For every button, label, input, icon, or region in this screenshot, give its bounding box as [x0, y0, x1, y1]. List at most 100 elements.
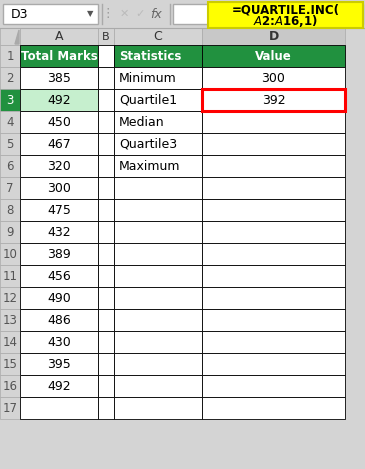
Bar: [98, 133, 114, 155]
Bar: [202, 265, 345, 287]
Bar: [98, 45, 114, 67]
Text: A: A: [55, 30, 63, 43]
Bar: [114, 45, 202, 67]
Text: 430: 430: [47, 335, 71, 348]
Bar: [20, 331, 98, 353]
Text: ⋮: ⋮: [102, 8, 114, 21]
Bar: [202, 111, 345, 133]
Bar: [0, 155, 20, 177]
Bar: [20, 89, 98, 111]
Text: Quartile3: Quartile3: [119, 137, 177, 151]
Text: 12: 12: [3, 292, 18, 304]
Bar: [20, 243, 98, 265]
Text: fx: fx: [150, 8, 162, 21]
Text: Maximum: Maximum: [119, 159, 181, 173]
Bar: [98, 155, 114, 177]
Bar: [202, 89, 345, 111]
Text: 456: 456: [47, 270, 71, 282]
Text: 486: 486: [47, 313, 71, 326]
Text: 492: 492: [47, 93, 71, 106]
Bar: [0, 199, 20, 221]
Bar: [98, 353, 114, 375]
Bar: [0, 45, 20, 67]
Bar: [202, 45, 345, 67]
Bar: [114, 375, 202, 397]
Bar: [114, 353, 202, 375]
Bar: [202, 133, 345, 155]
Text: ▼: ▼: [87, 9, 93, 18]
Bar: [114, 287, 202, 309]
Text: 7: 7: [6, 182, 14, 195]
Bar: [114, 309, 202, 331]
Bar: [20, 397, 98, 419]
Bar: [20, 287, 98, 309]
Text: Quartile1: Quartile1: [119, 93, 177, 106]
Bar: [20, 111, 98, 133]
Text: 395: 395: [47, 357, 71, 371]
Bar: [114, 221, 202, 243]
Text: C: C: [154, 30, 162, 43]
Bar: [0, 375, 20, 397]
Text: 10: 10: [3, 248, 18, 260]
Bar: [114, 265, 202, 287]
Bar: [98, 243, 114, 265]
Text: 475: 475: [47, 204, 71, 217]
Bar: [114, 243, 202, 265]
Bar: [114, 67, 202, 89]
Bar: [202, 331, 345, 353]
Bar: [98, 397, 114, 419]
Text: Value: Value: [255, 50, 292, 62]
Bar: [98, 111, 114, 133]
Bar: [20, 67, 98, 89]
Bar: [3, 4, 98, 24]
Bar: [20, 28, 98, 45]
Bar: [0, 28, 20, 45]
Text: D: D: [268, 30, 278, 43]
Bar: [98, 67, 114, 89]
Bar: [202, 375, 345, 397]
Text: D3: D3: [11, 8, 28, 21]
Bar: [98, 177, 114, 199]
Text: 6: 6: [6, 159, 14, 173]
Bar: [0, 331, 20, 353]
Bar: [114, 89, 202, 111]
Text: 16: 16: [3, 379, 18, 393]
Bar: [20, 155, 98, 177]
Text: 385: 385: [47, 71, 71, 84]
Bar: [20, 309, 98, 331]
Text: Median: Median: [119, 115, 165, 129]
Bar: [114, 177, 202, 199]
Bar: [0, 243, 20, 265]
Bar: [202, 155, 345, 177]
Text: 467: 467: [47, 137, 71, 151]
Bar: [20, 177, 98, 199]
Text: 300: 300: [262, 71, 285, 84]
Bar: [202, 353, 345, 375]
Bar: [114, 199, 202, 221]
Text: 17: 17: [3, 401, 18, 415]
Bar: [20, 221, 98, 243]
Text: 300: 300: [47, 182, 71, 195]
Text: 2: 2: [6, 71, 14, 84]
Bar: [202, 221, 345, 243]
Bar: [0, 67, 20, 89]
Polygon shape: [15, 30, 19, 44]
Bar: [0, 221, 20, 243]
Bar: [173, 4, 363, 24]
Bar: [98, 199, 114, 221]
Text: 8: 8: [6, 204, 14, 217]
Text: ✓: ✓: [135, 9, 145, 19]
Bar: [98, 287, 114, 309]
Text: 432: 432: [47, 226, 71, 239]
Bar: [202, 287, 345, 309]
Bar: [0, 133, 20, 155]
Text: 15: 15: [3, 357, 18, 371]
Text: 389: 389: [47, 248, 71, 260]
Bar: [20, 199, 98, 221]
Bar: [202, 89, 345, 111]
Text: 320: 320: [47, 159, 71, 173]
Text: 392: 392: [262, 93, 285, 106]
Bar: [114, 155, 202, 177]
Bar: [0, 111, 20, 133]
Bar: [98, 331, 114, 353]
